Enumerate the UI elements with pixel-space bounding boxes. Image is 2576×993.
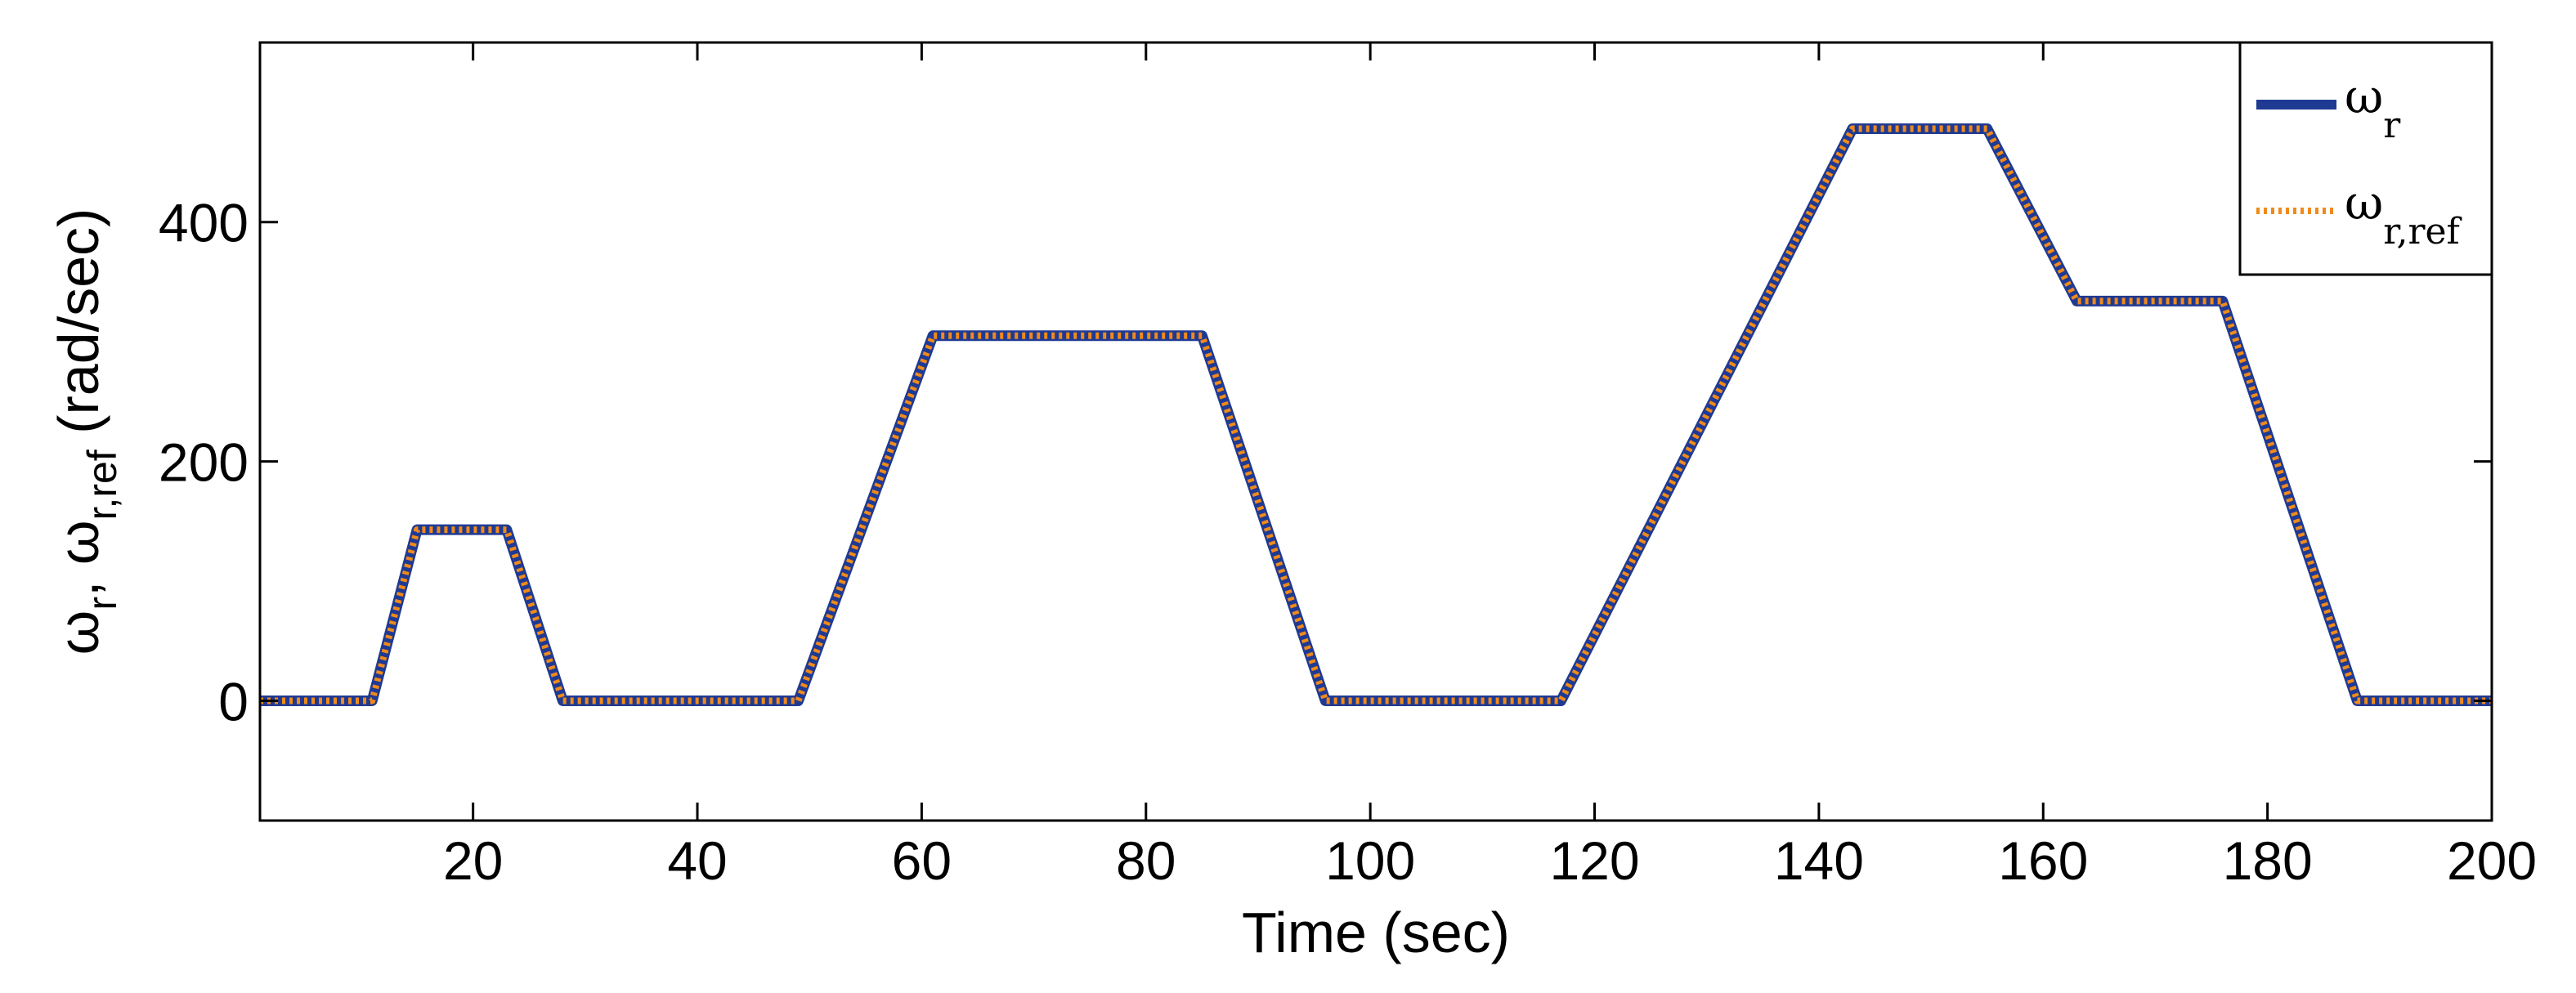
series-line-omega-r-ref bbox=[260, 125, 2492, 704]
y-axis-title-sub2: r,ref bbox=[79, 450, 125, 520]
y-tick-label: 0 bbox=[218, 672, 249, 732]
y-axis-title: ωr, ωr,ref (rad/sec) bbox=[47, 208, 125, 655]
x-tick-label: 160 bbox=[1998, 830, 2088, 891]
y-tick-label: 200 bbox=[159, 432, 249, 493]
legend-label-omega-r: ωr bbox=[2345, 69, 2401, 146]
x-tick-label: 60 bbox=[892, 830, 952, 891]
legend-label-omega-r-ref: ωr,ref bbox=[2345, 175, 2462, 253]
x-tick-label: 200 bbox=[2447, 830, 2537, 891]
y-axis-title-sep: , ω bbox=[47, 520, 110, 597]
axis-layer: 20 40 60 80 100 120 140 160 180 200 0 200 400 bbox=[159, 42, 2537, 891]
x-tick-label: 140 bbox=[1774, 830, 1864, 891]
x-tick-label: 20 bbox=[443, 830, 503, 891]
y-axis-title-sub1: r bbox=[79, 597, 125, 611]
y-tick-label: 400 bbox=[159, 193, 249, 253]
legend-box bbox=[2238, 41, 2493, 276]
x-tick-label: 80 bbox=[1116, 830, 1176, 891]
series-layer bbox=[260, 123, 2492, 706]
x-axis-title: Time (sec) bbox=[1242, 901, 1510, 964]
x-tick-label: 120 bbox=[1549, 830, 1639, 891]
plot-area bbox=[260, 42, 2492, 821]
x-tick-label: 180 bbox=[2223, 830, 2313, 891]
legend: ωr ωr,ref bbox=[2238, 41, 2493, 276]
y-axis-title-unit: (rad/sec) bbox=[47, 208, 110, 450]
x-tick-label: 100 bbox=[1325, 830, 1415, 891]
y-axis-title-symbol: ω bbox=[47, 611, 110, 655]
x-tick-label: 40 bbox=[667, 830, 727, 891]
plot-frame bbox=[258, 41, 2493, 822]
